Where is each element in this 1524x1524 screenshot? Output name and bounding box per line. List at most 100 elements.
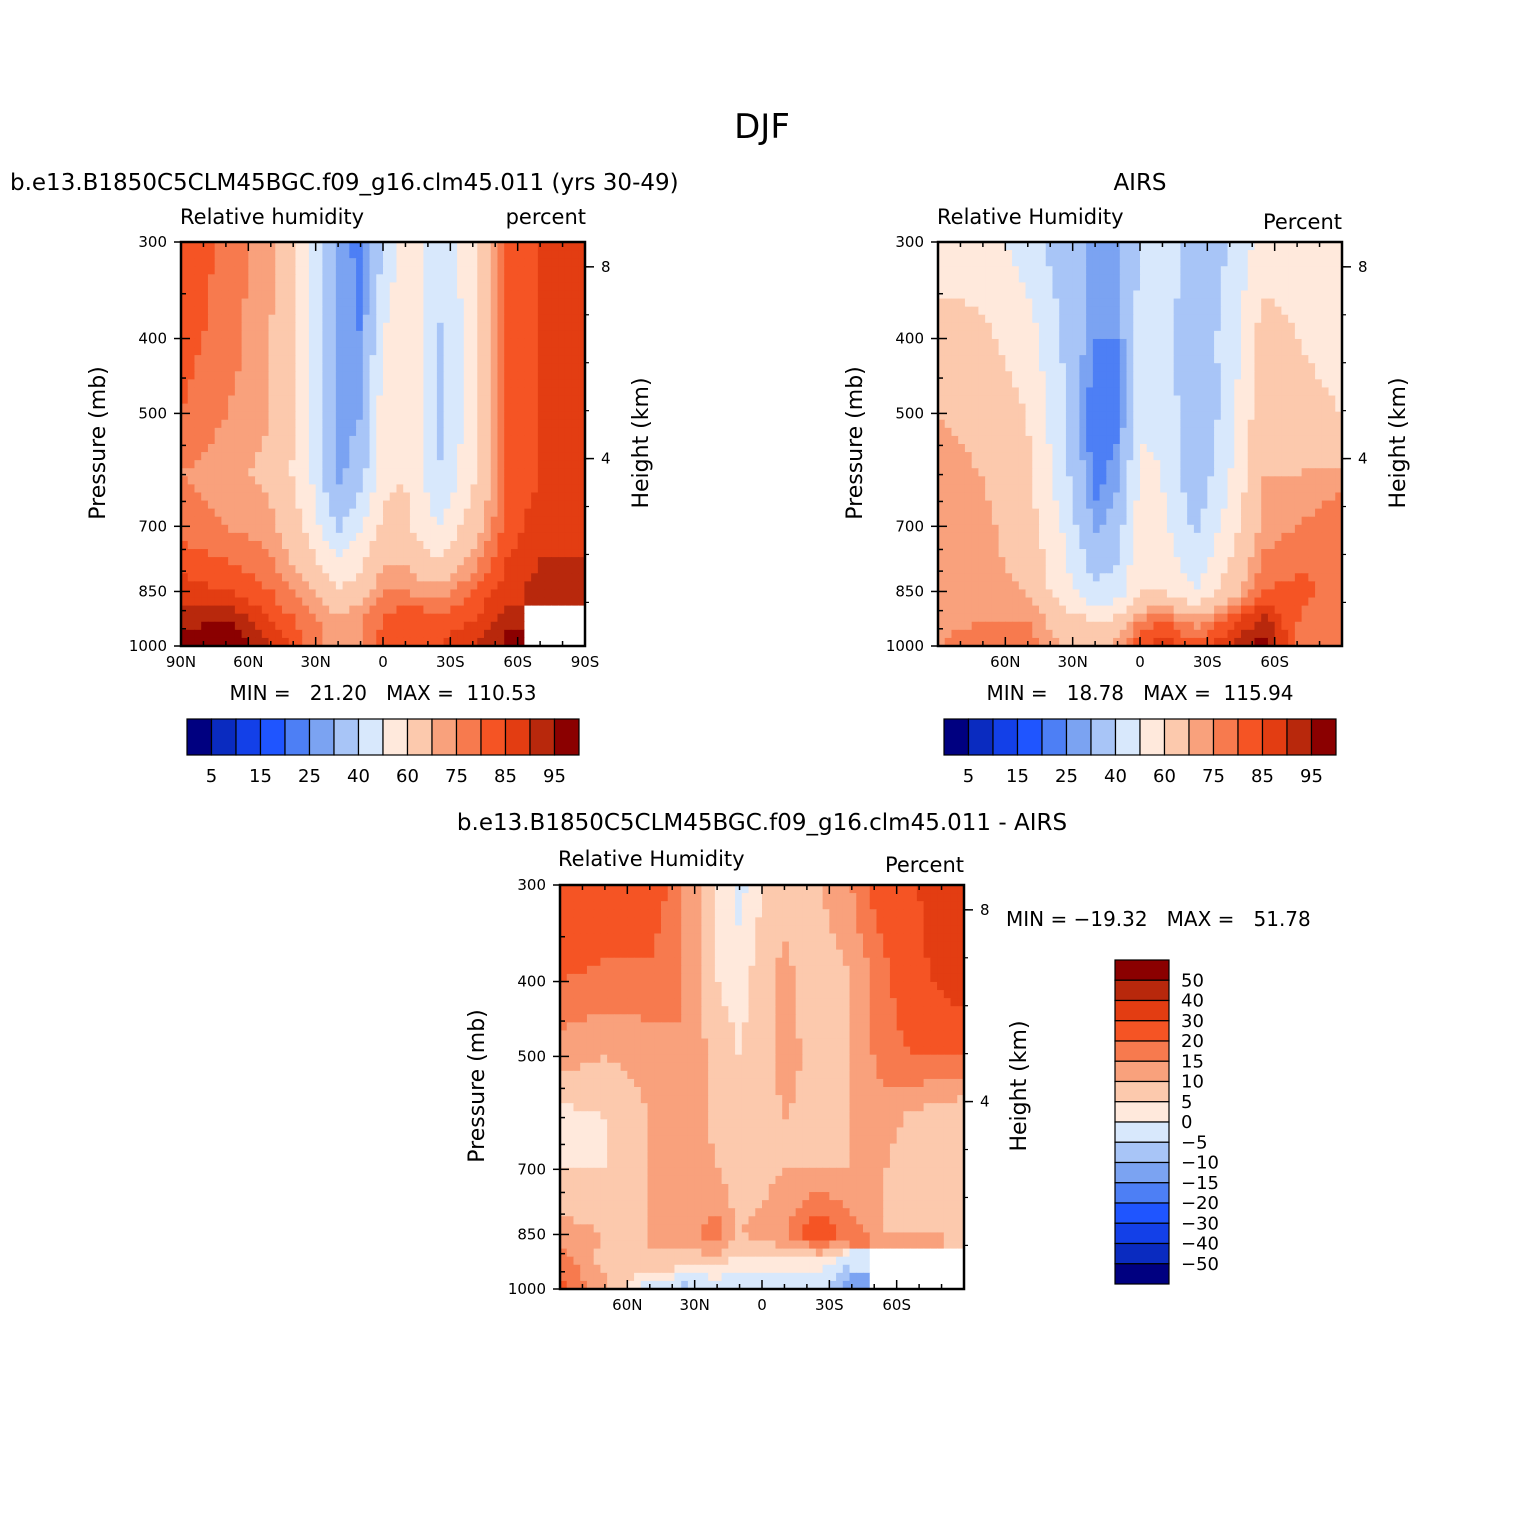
contour-cell <box>275 419 283 429</box>
contour-cell <box>1335 468 1343 477</box>
contour-cell <box>308 549 317 558</box>
contour-cell <box>450 565 458 574</box>
contour-cell <box>1086 250 1094 259</box>
contour-cell <box>342 411 350 421</box>
contour-cell <box>201 605 209 615</box>
contour-cell <box>1146 427 1155 437</box>
contour-cell <box>504 500 512 510</box>
contour-cell <box>416 637 424 647</box>
contour-cell <box>564 363 573 372</box>
contour-cell <box>1187 306 1195 316</box>
contour-cell <box>504 573 512 582</box>
contour-cell <box>356 524 364 534</box>
contour-cell <box>342 565 350 574</box>
contour-cell <box>1180 274 1188 283</box>
contour-cell <box>335 379 344 389</box>
contour-cell <box>1113 338 1121 348</box>
contour-cell <box>376 532 384 542</box>
contour-cell <box>1018 468 1027 477</box>
contour-cell <box>282 460 290 469</box>
contour-cell <box>524 290 532 300</box>
contour-cell <box>1072 444 1080 453</box>
contour-cell <box>1052 258 1060 267</box>
contour-cell <box>531 524 539 534</box>
contour-cell <box>302 338 310 348</box>
contour-cell <box>524 427 532 437</box>
contour-cell <box>228 613 236 623</box>
contour-cell <box>221 637 229 647</box>
contour-cell <box>302 274 310 283</box>
contour-cell <box>201 347 209 356</box>
contour-cell <box>564 484 573 494</box>
contour-cell <box>1335 347 1343 356</box>
contour-cell <box>416 468 424 477</box>
contour-cell <box>416 565 424 574</box>
contour-cell <box>524 306 532 316</box>
contour-cell <box>477 500 485 510</box>
contour-cell <box>1166 258 1175 267</box>
contour-cell <box>315 613 323 623</box>
contour-cell <box>248 403 256 413</box>
contour-cell <box>221 468 229 477</box>
contour-cell <box>1328 322 1336 332</box>
contour-cell <box>497 613 505 623</box>
contour-cell <box>288 250 297 259</box>
contour-cell <box>1274 395 1282 405</box>
contour-cell <box>369 419 377 429</box>
contour-cell <box>295 282 303 292</box>
contour-cell <box>1025 363 1033 372</box>
contour-cell <box>322 524 330 534</box>
contour-cell <box>181 581 189 591</box>
contour-cell <box>1294 330 1303 340</box>
contour-cell <box>1254 435 1262 445</box>
contour-cell <box>248 573 256 582</box>
contour-cell <box>335 314 344 324</box>
contour-cell <box>362 435 371 445</box>
contour-cell <box>564 452 573 461</box>
contour-cell <box>295 411 303 421</box>
contour-cell <box>275 605 283 615</box>
contour-cell <box>1301 258 1309 267</box>
contour-cell <box>1301 330 1309 340</box>
contour-cell <box>329 613 337 623</box>
contour-cell <box>362 637 371 647</box>
contour-cell <box>416 589 424 599</box>
contour-cell <box>362 347 371 356</box>
contour-cell <box>998 338 1006 348</box>
contour-cell <box>356 516 364 526</box>
contour-cell <box>463 516 472 526</box>
contour-cell <box>322 338 330 348</box>
contour-cell <box>1207 379 1215 389</box>
contour-cell <box>944 444 953 453</box>
contour-cell <box>416 427 424 437</box>
contour-cell <box>430 605 438 615</box>
contour-cell <box>308 403 317 413</box>
contour-cell <box>477 444 485 453</box>
contour-cell <box>978 435 986 445</box>
contour-cell <box>1140 250 1148 259</box>
contour-cell <box>207 274 216 283</box>
contour-cell <box>517 338 525 348</box>
contour-cell <box>537 524 546 534</box>
contour-cell <box>531 476 539 485</box>
contour-cell <box>531 419 539 429</box>
contour-cell <box>255 629 263 639</box>
contour-cell <box>1059 290 1067 300</box>
contour-cell <box>322 411 330 421</box>
contour-cell <box>1153 444 1161 453</box>
contour-cell <box>275 484 283 494</box>
contour-cell <box>1267 460 1276 469</box>
contour-cell <box>558 306 566 316</box>
contour-cell <box>362 581 371 591</box>
contour-cell <box>971 290 979 300</box>
contour-cell <box>524 338 532 348</box>
contour-cell <box>1079 363 1087 372</box>
contour-cell <box>510 371 519 380</box>
contour-cell <box>1220 411 1229 421</box>
contour-cell <box>558 395 566 405</box>
contour-cell <box>1113 258 1121 267</box>
contour-cell <box>255 540 263 550</box>
contour-cell <box>938 411 946 421</box>
contour-cell <box>1294 452 1303 461</box>
contour-cell <box>416 573 424 582</box>
